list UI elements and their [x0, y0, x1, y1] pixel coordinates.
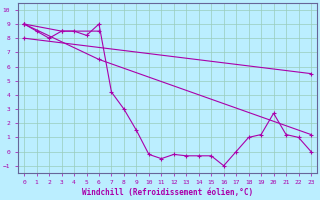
X-axis label: Windchill (Refroidissement éolien,°C): Windchill (Refroidissement éolien,°C)	[82, 188, 253, 197]
